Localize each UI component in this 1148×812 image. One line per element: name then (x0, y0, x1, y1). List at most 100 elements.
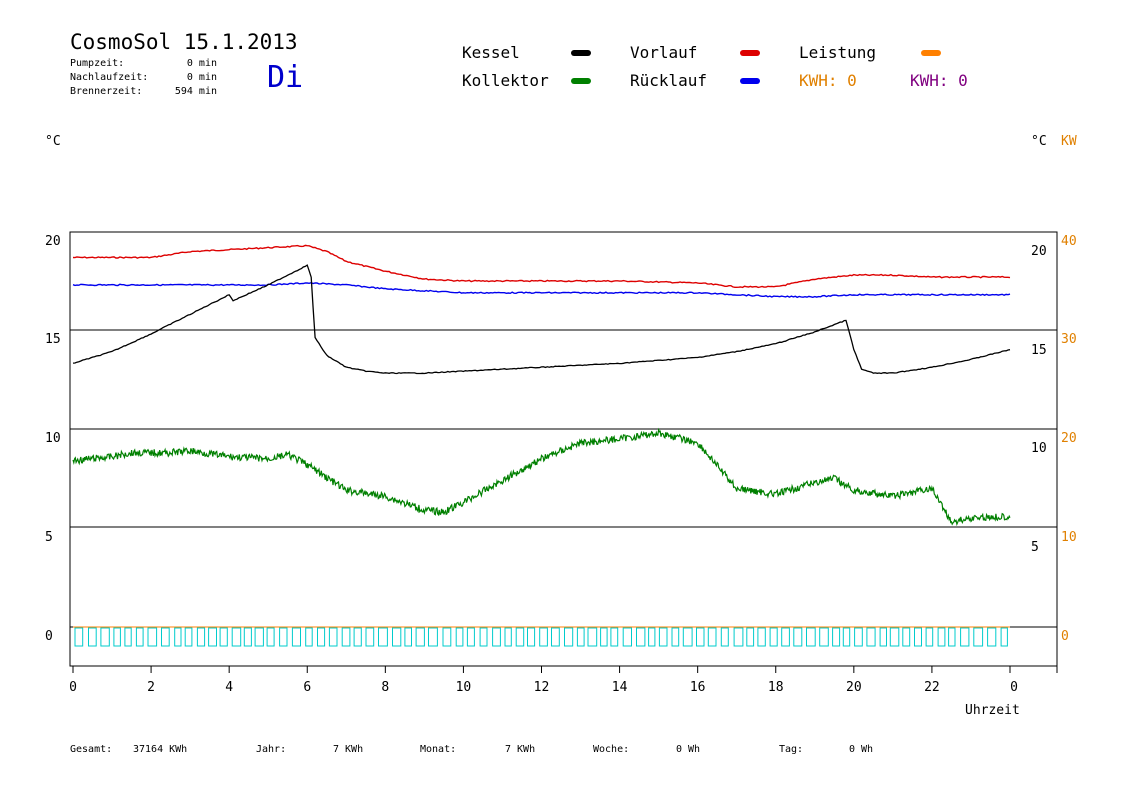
burner-cycle-marker (174, 627, 182, 647)
x-tick-label: 8 (381, 680, 389, 695)
series-ruecklauf (72, 281, 1011, 299)
burner-cycle-marker (973, 627, 984, 647)
burner-cycle-marker (492, 627, 501, 647)
footer-tag-value: 0 Wh (849, 744, 874, 755)
burner-cycle-marker (317, 627, 326, 647)
burner-cycle-marker (328, 627, 338, 647)
legend-leistung-swatch (921, 50, 941, 56)
right-power-tick-label: 40 (1061, 234, 1077, 249)
burner-cycle-marker (658, 627, 668, 647)
left-tick-label: 15 (45, 332, 61, 347)
burner-cycle-marker (937, 627, 946, 647)
burner-cycle-marker (266, 627, 275, 647)
legend-kessel-label: Kessel (462, 43, 520, 62)
burner-cycle-marker (610, 627, 619, 647)
legend-kessel-swatch (571, 50, 591, 56)
burner-cycle-marker (428, 627, 438, 647)
burner-cycle-marker (208, 627, 218, 647)
x-tick-label: 6 (303, 680, 311, 695)
burner-cycle-marker (600, 627, 608, 647)
burner-cycle-marker (902, 627, 911, 647)
burner-cycle-marker (622, 627, 633, 647)
burner-cycle-marker (124, 627, 132, 647)
burner-cycle-marker (305, 627, 313, 647)
footer-tag-label: Tag: (779, 744, 804, 755)
burner-cycle-marker (539, 627, 548, 647)
legend-leistung-label: Leistung (799, 43, 877, 62)
left-tick-label: 0 (45, 629, 53, 644)
upper-panel-ticks: 20 15 20 15 40 30 (45, 234, 1077, 358)
footer-monat-label: Monat: (420, 744, 457, 755)
burner-cycle-marker (879, 627, 887, 647)
footer-gesamt-label: Gesamt: (70, 744, 113, 755)
burner-cycle-marker (587, 627, 598, 647)
right-power-tick-label: 10 (1061, 530, 1077, 545)
x-tick-label: 16 (690, 680, 706, 695)
burner-cycle-marker (819, 627, 829, 647)
burner-cycle-marker (832, 627, 841, 647)
nachlaufzeit-label: Nachlaufzeit: (70, 72, 149, 83)
left-tick-label: 10 (45, 431, 61, 446)
right-temp-tick-label: 10 (1031, 441, 1047, 456)
burner-cycle-marker (793, 627, 803, 647)
burner-cycle-marker (696, 627, 705, 647)
burner-cycle-marker (889, 627, 900, 647)
brennerzeit-row: Brennerzeit: 594 min (70, 86, 217, 97)
burner-cycle-marker (914, 627, 922, 647)
series-kessel (72, 264, 1011, 375)
legend-vorlauf-label: Vorlauf (630, 43, 698, 62)
footer-woche-label: Woche: (593, 744, 630, 755)
right-power-tick-label: 0 (1061, 629, 1069, 644)
burner-cycle-marker (392, 627, 402, 647)
burner-cycle-marker (415, 627, 425, 647)
burner-cycle-marker (757, 627, 766, 647)
x-tick-label: 10 (456, 680, 472, 695)
x-axis-label: Uhrzeit (965, 703, 1020, 718)
right-axis-power-unit: KW (1061, 134, 1077, 149)
nachlaufzeit-value: 0 min (186, 72, 217, 83)
legend-ruecklauf-label: Rücklauf (630, 71, 708, 90)
burner-cycle-marker (551, 627, 560, 647)
kwh-purple-label: KWH: 0 (910, 71, 968, 90)
left-axis-unit: °C (45, 134, 61, 149)
x-tick-label: 14 (612, 680, 628, 695)
footer-monat-value: 7 KWh (505, 744, 536, 755)
lower-panel-ticks: 10 5 0 10 5 20 10 0 (45, 431, 1077, 644)
burner-cycle-marker (88, 627, 97, 647)
right-axis-temp-unit: °C (1031, 134, 1047, 149)
burner-cycle-marker (184, 627, 193, 647)
x-tick-label: 20 (846, 680, 862, 695)
pumpzeit-label: Pumpzeit: (70, 58, 125, 69)
burner-cycle-marker (648, 627, 656, 647)
burner-cycle-marker (960, 627, 970, 647)
chart-frame (69, 231, 1058, 673)
left-tick-label: 20 (45, 234, 61, 249)
chart-title: CosmoSol 15.1.2013 (70, 30, 298, 54)
x-tick-label: 0 (69, 680, 77, 695)
x-tick-label: 18 (768, 680, 784, 695)
burner-cycle-marker (948, 627, 956, 647)
burner-cycle-marker (806, 627, 816, 647)
burner-cycle-marker (671, 627, 680, 647)
series-vorlauf (72, 244, 1011, 289)
burner-cycle-marker (515, 627, 525, 647)
burner-cycle-marker (925, 627, 934, 647)
nachlaufzeit-row: Nachlaufzeit: 0 min (70, 72, 217, 83)
burner-cycle-marker (733, 627, 744, 647)
burner-cycle-marker (135, 627, 144, 647)
burner-cycle-marker (404, 627, 412, 647)
x-tick-label: 12 (534, 680, 550, 695)
legend-kollektor-swatch (571, 78, 591, 84)
burner-cycle-marker (100, 627, 110, 647)
x-tick-label: 22 (924, 680, 940, 695)
footer-woche-value: 0 Wh (676, 744, 701, 755)
weekday-label: Di (267, 60, 304, 95)
burner-cycle-marker (707, 627, 717, 647)
burner-cycle-marker (161, 627, 170, 647)
pumpzeit-value: 0 min (186, 58, 217, 69)
brennerzeit-label: Brennerzeit: (70, 86, 143, 97)
burner-cycle-marker (769, 627, 778, 647)
legend-kollektor-label: Kollektor (462, 71, 549, 90)
legend-ruecklauf-swatch (740, 78, 760, 84)
burner-cycle-marker (479, 627, 488, 647)
